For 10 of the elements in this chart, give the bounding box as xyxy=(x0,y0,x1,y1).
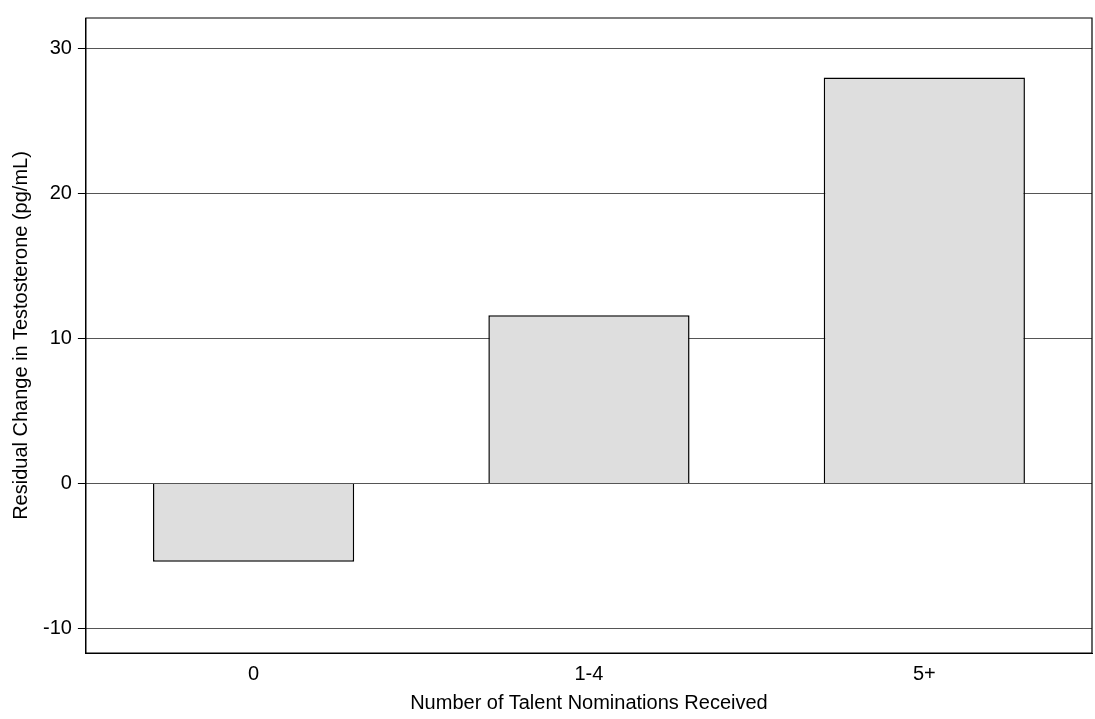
y-tick-label: 0 xyxy=(60,470,72,493)
x-tick-label: 0 xyxy=(248,661,260,684)
y-tick-label: 10 xyxy=(49,325,72,348)
y-tick-label: 20 xyxy=(49,180,72,203)
y-tick-label: 30 xyxy=(49,35,72,58)
x-axis-title: Number of Talent Nominations Received xyxy=(410,690,768,713)
y-tick-label: -10 xyxy=(43,615,72,638)
y-axis-title: Residual Change in Testosterone (pg/mL) xyxy=(8,151,31,520)
x-tick-label: 1-4 xyxy=(574,661,604,684)
x-tick-label: 5+ xyxy=(912,661,936,684)
